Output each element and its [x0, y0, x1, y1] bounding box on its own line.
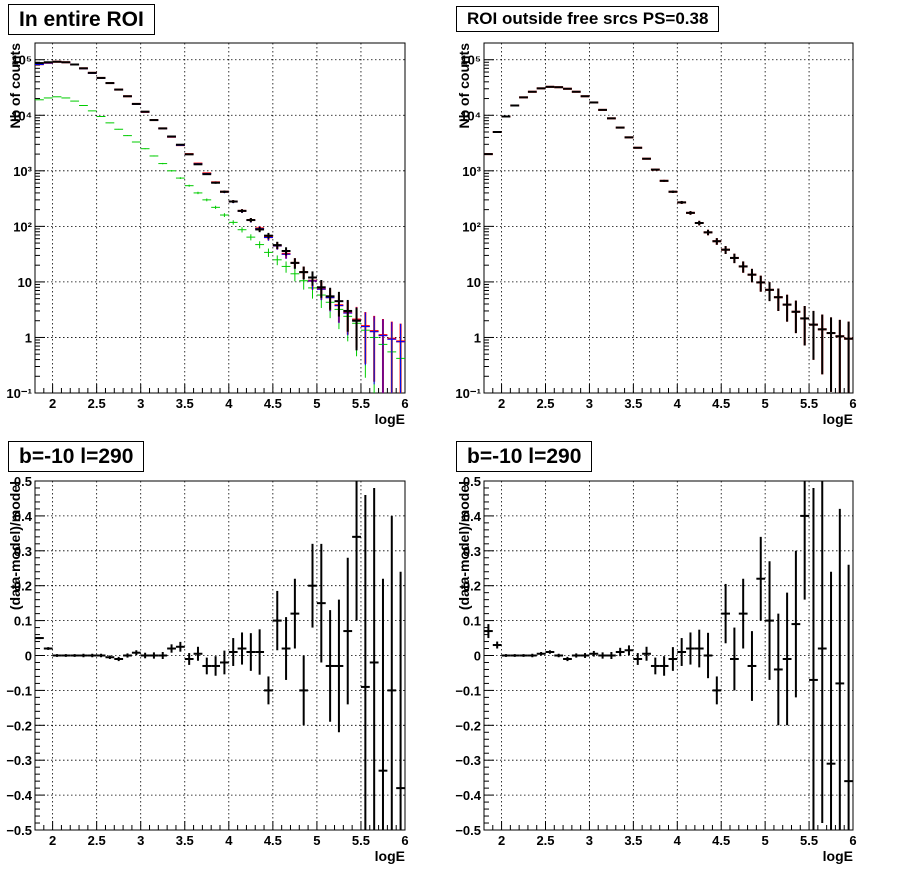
y-tick-label: 0.1: [463, 614, 481, 629]
x-tick-label: 2: [498, 833, 505, 848]
y-tick-label: −0.4: [6, 788, 32, 803]
y-tick-label: 10⁻¹: [6, 386, 32, 401]
y-tick-label: 0.2: [14, 579, 32, 594]
x-tick-label: 5: [762, 396, 769, 411]
x-tick-label: 4: [225, 396, 233, 411]
x-tick-label: 3.5: [176, 396, 194, 411]
x-tick-label: 4: [225, 833, 233, 848]
y-tick-label: −0.5: [6, 823, 32, 838]
x-tick-label: 5: [313, 396, 320, 411]
x-tick-label: 3.5: [624, 396, 642, 411]
x-tick-label: 6: [401, 396, 408, 411]
y-axis-label: Nb of counts: [456, 43, 472, 129]
panel-title: ROI outside free srcs PS=0.38: [456, 6, 720, 32]
x-tick-label: 5.5: [352, 833, 370, 848]
x-axis-label: logE: [823, 848, 853, 864]
y-tick-label: 0.3: [463, 544, 481, 559]
y-tick-label: 10²: [462, 219, 481, 234]
x-tick-label: 5: [762, 833, 769, 848]
y-tick-label: 0: [25, 649, 32, 664]
y-tick-label: −0.3: [455, 753, 481, 768]
y-tick-label: 10⁵: [460, 53, 481, 68]
y-tick-label: 0.1: [14, 614, 32, 629]
x-tick-label: 2: [498, 396, 505, 411]
y-tick-label: 0: [474, 649, 481, 664]
x-tick-label: 3: [586, 833, 593, 848]
x-axis-label: logE: [375, 411, 405, 427]
x-tick-label: 4.5: [712, 833, 730, 848]
y-tick-label: 0.2: [463, 579, 481, 594]
x-tick-label: 6: [401, 833, 408, 848]
y-tick-label: 10: [18, 275, 32, 290]
y-tick-label: −0.1: [455, 683, 481, 698]
y-tick-label: −0.3: [6, 753, 32, 768]
y-tick-label: −0.1: [6, 683, 32, 698]
x-tick-label: 5.5: [800, 396, 818, 411]
panel-title: b=-10 l=290: [8, 441, 145, 472]
plot-frame: [34, 42, 406, 394]
y-tick-label: −0.5: [455, 823, 481, 838]
y-tick-label: 0.5: [463, 474, 481, 489]
x-tick-label: 2.5: [536, 833, 554, 848]
y-tick-label: 10³: [462, 164, 481, 179]
y-tick-label: 1: [474, 330, 481, 345]
y-tick-label: 0.4: [14, 509, 33, 524]
x-tick-label: 3: [137, 833, 144, 848]
x-tick-label: 2.5: [88, 833, 106, 848]
y-axis-label: Nb of counts: [7, 43, 23, 129]
x-tick-label: 4.5: [712, 396, 730, 411]
y-tick-label: 0.4: [463, 509, 482, 524]
y-tick-label: −0.2: [455, 718, 481, 733]
y-tick-label: 10⁵: [11, 53, 32, 68]
x-tick-label: 4.5: [264, 833, 282, 848]
y-tick-label: −0.4: [455, 788, 481, 803]
plot-frame: [483, 42, 854, 394]
x-tick-label: 5: [313, 833, 320, 848]
x-tick-label: 3: [137, 396, 144, 411]
x-tick-label: 5.5: [352, 396, 370, 411]
x-axis-label: logE: [375, 848, 405, 864]
x-tick-label: 2: [49, 833, 56, 848]
y-tick-label: 0.3: [14, 544, 32, 559]
y-tick-label: −0.2: [6, 718, 32, 733]
y-tick-label: 1: [25, 330, 32, 345]
x-tick-label: 3.5: [624, 833, 642, 848]
x-tick-label: 2: [49, 396, 56, 411]
y-tick-label: 10³: [13, 164, 32, 179]
y-axis-label: (data-model)/model: [456, 481, 472, 610]
x-tick-label: 3.5: [176, 833, 194, 848]
y-tick-label: 10⁻¹: [455, 386, 481, 401]
x-axis-label: logE: [823, 411, 853, 427]
panel-title: b=-10 l=290: [456, 441, 593, 472]
y-tick-label: 10²: [13, 219, 32, 234]
x-tick-label: 2.5: [88, 396, 106, 411]
x-tick-label: 6: [849, 396, 856, 411]
y-tick-label: 0.5: [14, 474, 32, 489]
x-tick-label: 5.5: [800, 833, 818, 848]
y-tick-label: 10⁴: [11, 108, 32, 123]
x-tick-label: 4: [674, 833, 682, 848]
x-tick-label: 2.5: [536, 396, 554, 411]
x-tick-label: 4: [674, 396, 682, 411]
x-tick-label: 3: [586, 396, 593, 411]
x-tick-label: 4.5: [264, 396, 282, 411]
y-axis-label: (data-model)/model: [7, 481, 23, 610]
y-tick-label: 10⁴: [460, 108, 481, 123]
panel-title: In entire ROI: [8, 4, 155, 35]
y-tick-label: 10: [467, 275, 481, 290]
x-tick-label: 6: [849, 833, 856, 848]
